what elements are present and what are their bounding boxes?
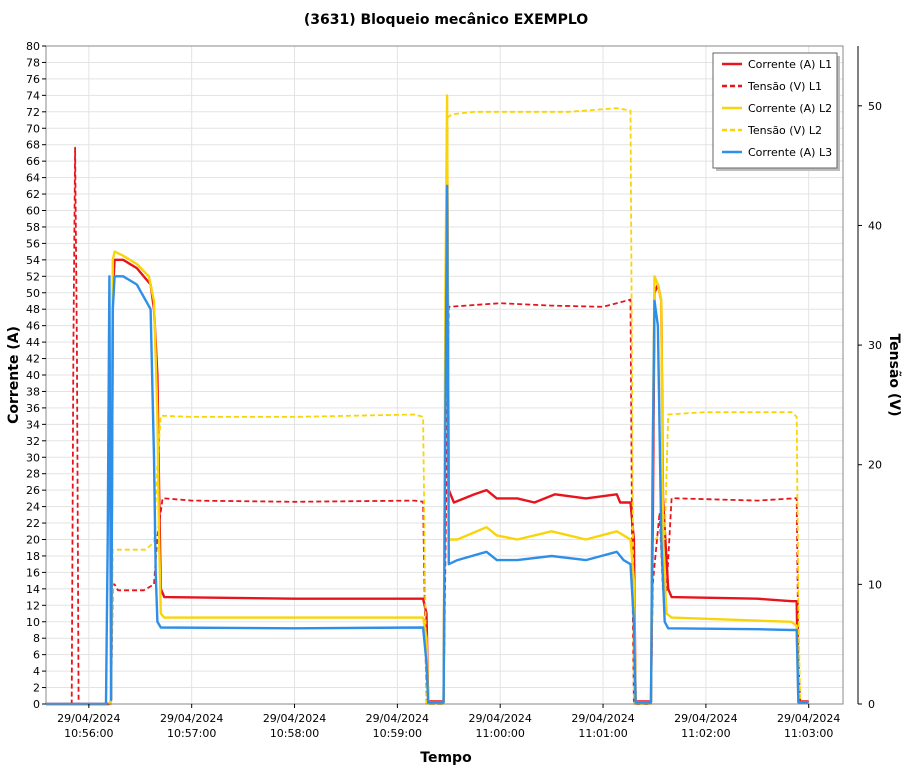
y-left-tick-label: 46 — [26, 320, 40, 333]
x-tick-time: 11:03:00 — [784, 727, 833, 740]
series-layer — [46, 94, 809, 706]
y-left-tick-label: 18 — [26, 550, 40, 563]
y-right-tick-label: 10 — [868, 578, 882, 591]
y-left-tick-label: 66 — [26, 155, 40, 168]
x-axis-ticks: 29/04/2024 10:56:00 29/04/2024 10:57:00 29/0… — [57, 704, 840, 740]
legend: Corrente (A) L1 Tensão (V) L1 Corrente (A)… — [712, 52, 840, 171]
y-right-tick-label: 50 — [868, 100, 882, 113]
y-left-tick-label: 72 — [26, 106, 40, 119]
y-left-tick-label: 2 — [33, 682, 40, 695]
right-axis-ticks: 0 10 20 30 40 50 — [858, 100, 882, 711]
y-left-tick-label: 74 — [26, 89, 40, 102]
y-left-tick-label: 8 — [33, 632, 40, 645]
y-left-tick-label: 58 — [26, 221, 40, 234]
y-left-tick-label: 10 — [26, 616, 40, 629]
x-tick-date: 29/04/2024 — [57, 712, 120, 725]
y-left-tick-label: 4 — [33, 665, 40, 678]
x-tick-time: 10:57:00 — [167, 727, 216, 740]
y-right-tick-label: 20 — [868, 459, 882, 472]
y-right-axis-title: Tensão (V) — [886, 333, 902, 416]
y-left-tick-label: 38 — [26, 385, 40, 398]
y-right-tick-label: 40 — [868, 219, 882, 232]
y-left-tick-label: 12 — [26, 599, 40, 612]
x-tick-date: 29/04/2024 — [571, 712, 634, 725]
y-left-tick-label: 42 — [26, 353, 40, 366]
y-left-tick-label: 52 — [26, 270, 40, 283]
legend-box — [712, 52, 838, 169]
x-tick-time: 10:56:00 — [64, 727, 113, 740]
y-left-tick-label: 44 — [26, 336, 40, 349]
left-axis-ticks: 0246810121416182022242628303234363840424… — [26, 40, 46, 711]
y-left-tick-label: 40 — [26, 369, 40, 382]
legend-label: Tensão (V) L2 — [747, 124, 822, 137]
y-left-tick-label: 76 — [26, 73, 40, 86]
y-left-tick-label: 34 — [26, 418, 40, 431]
legend-label: Corrente (A) L2 — [748, 102, 832, 115]
y-left-tick-label: 14 — [26, 583, 40, 596]
series-line-3 — [108, 94, 809, 705]
y-left-tick-label: 32 — [26, 435, 40, 448]
y-left-tick-label: 6 — [33, 649, 40, 662]
y-left-tick-label: 48 — [26, 303, 40, 316]
x-tick-time: 11:02:00 — [681, 727, 730, 740]
y-left-tick-label: 24 — [26, 501, 40, 514]
series-line-5 — [46, 184, 809, 706]
y-left-tick-label: 68 — [26, 139, 40, 152]
x-tick-date: 29/04/2024 — [160, 712, 223, 725]
y-left-tick-label: 50 — [26, 287, 40, 300]
y-left-tick-label: 22 — [26, 517, 40, 530]
chart-title: (3631) Bloqueio mecânico EXEMPLO — [304, 12, 588, 28]
x-tick-time: 10:59:00 — [373, 727, 422, 740]
y-left-tick-label: 26 — [26, 484, 40, 497]
x-tick-time: 10:58:00 — [270, 727, 319, 740]
legend-label: Tensão (V) L1 — [747, 80, 822, 93]
y-left-tick-label: 30 — [26, 451, 40, 464]
x-tick-date: 29/04/2024 — [777, 712, 840, 725]
y-left-tick-label: 54 — [26, 254, 40, 267]
y-left-tick-label: 0 — [33, 698, 40, 711]
y-left-tick-label: 60 — [26, 205, 40, 218]
x-tick-date: 29/04/2024 — [263, 712, 326, 725]
y-left-tick-label: 56 — [26, 237, 40, 250]
x-tick-date: 29/04/2024 — [469, 712, 532, 725]
y-left-tick-label: 64 — [26, 172, 40, 185]
legend-label: Corrente (A) L3 — [748, 146, 832, 159]
y-left-tick-label: 78 — [26, 56, 40, 69]
y-left-tick-label: 70 — [26, 122, 40, 135]
y-left-axis-title: Corrente (A) — [6, 326, 22, 424]
legend-label: Corrente (A) L1 — [748, 58, 832, 71]
legend-items: Corrente (A) L1 Tensão (V) L1 Corrente (A)… — [722, 58, 832, 159]
y-left-tick-label: 62 — [26, 188, 40, 201]
series-line-2 — [63, 146, 802, 705]
x-tick-time: 11:01:00 — [578, 727, 627, 740]
x-tick-date: 29/04/2024 — [366, 712, 429, 725]
x-tick-time: 11:00:00 — [476, 727, 525, 740]
y-left-tick-label: 16 — [26, 566, 40, 579]
y-left-tick-label: 20 — [26, 534, 40, 547]
y-left-tick-label: 28 — [26, 468, 40, 481]
x-axis-title: Tempo — [420, 750, 472, 766]
y-right-tick-label: 0 — [868, 698, 875, 711]
series-line-4 — [109, 107, 802, 705]
y-right-tick-label: 30 — [868, 339, 882, 352]
y-left-tick-label: 36 — [26, 402, 40, 415]
y-left-tick-label: 80 — [26, 40, 40, 53]
x-tick-date: 29/04/2024 — [674, 712, 737, 725]
